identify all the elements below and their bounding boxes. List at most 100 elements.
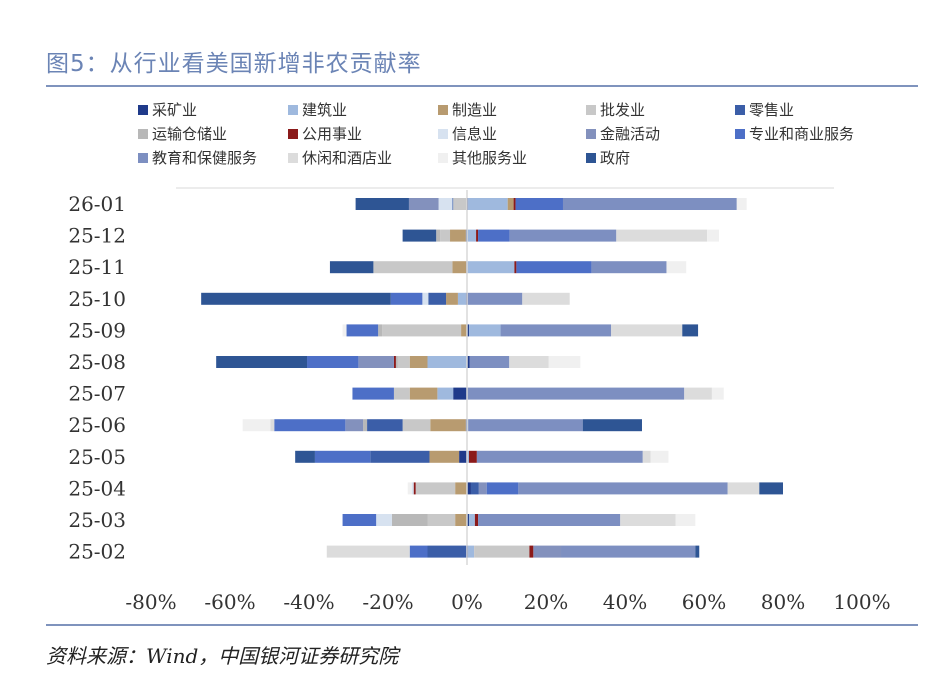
bar-segment xyxy=(468,545,475,558)
bar-segment xyxy=(467,482,471,495)
bar-segment xyxy=(684,387,712,400)
bar-segment xyxy=(533,545,562,558)
bar-segment xyxy=(759,482,783,495)
bar-segment xyxy=(513,198,516,210)
bar-segment xyxy=(467,261,515,274)
bar-segment xyxy=(620,514,676,526)
x-tick-label: 60% xyxy=(682,590,726,614)
bar-segment xyxy=(446,292,458,305)
legend-swatch xyxy=(438,129,448,139)
bar-segment xyxy=(486,482,519,495)
legend-label: 采矿业 xyxy=(152,101,197,119)
bar-segment xyxy=(440,229,451,242)
x-tick-label: 100% xyxy=(833,590,890,614)
bar-segment xyxy=(467,229,477,242)
bar-segment xyxy=(295,450,315,463)
legend-item: 教育和保健服务 xyxy=(138,149,257,167)
bar-segment xyxy=(382,324,462,337)
bar-segment xyxy=(409,545,428,558)
bar-segment xyxy=(675,514,696,526)
bar-segment xyxy=(393,356,396,368)
category-label: 25-07 xyxy=(68,382,126,406)
bar-segment xyxy=(390,292,423,305)
legend-label: 公用事业 xyxy=(302,125,362,143)
bar-segment xyxy=(402,419,431,432)
legend-swatch xyxy=(586,129,596,139)
x-tick-label: 0% xyxy=(451,590,483,614)
bar-segment xyxy=(522,292,570,305)
figure-title: 图5：从行业看美国新增非农贡献率 xyxy=(46,51,422,77)
legend-swatch xyxy=(138,153,148,163)
bar-segment xyxy=(450,229,466,242)
bar-segment xyxy=(363,419,368,432)
bar-segment xyxy=(358,356,394,368)
bar-segment xyxy=(516,261,592,274)
bar-segment xyxy=(459,450,467,463)
category-label: 25-11 xyxy=(68,255,126,279)
category-label: 25-05 xyxy=(68,445,126,469)
bar-segment xyxy=(411,482,414,495)
legend-swatch xyxy=(735,105,745,115)
legend-swatch xyxy=(438,105,448,115)
legend-item: 批发业 xyxy=(586,101,645,119)
legend-label: 信息业 xyxy=(452,125,497,143)
legend-swatch xyxy=(138,129,148,139)
bar-segment xyxy=(476,229,479,242)
bar-segment xyxy=(307,356,359,368)
bar-segment xyxy=(467,324,469,337)
value-axis-ticks: -80% -60% -40% -20% 0% 20% 40% 60% 80% 100% xyxy=(125,590,890,614)
category-label: 25-09 xyxy=(68,318,126,342)
bar-segment xyxy=(478,514,621,526)
bar-segment xyxy=(514,261,517,274)
bar-segment xyxy=(453,387,467,400)
legend-label: 教育和保健服务 xyxy=(152,149,257,167)
bar-segment xyxy=(468,514,475,526)
x-tick-label: 20% xyxy=(524,590,568,614)
bar-segment xyxy=(468,419,583,432)
bar-segment xyxy=(468,198,508,210)
legend-swatch xyxy=(438,153,448,163)
x-tick-label: -20% xyxy=(362,590,413,614)
category-label: 25-08 xyxy=(68,350,126,374)
legend-item: 制造业 xyxy=(438,101,497,119)
legend-item: 采矿业 xyxy=(138,101,197,119)
bar-segment xyxy=(370,450,430,463)
bar-segment xyxy=(478,229,510,242)
bar-segment xyxy=(352,387,394,400)
bar-segment xyxy=(509,356,549,368)
legend-item: 信息业 xyxy=(438,125,497,143)
bar-segment xyxy=(452,261,467,274)
bar-segment xyxy=(326,545,410,558)
bar-segment xyxy=(561,545,696,558)
category-label: 26-01 xyxy=(68,192,126,216)
legend-label: 专业和商业服务 xyxy=(749,125,854,143)
bar-segment xyxy=(395,356,398,368)
legend-item: 公用事业 xyxy=(288,125,362,143)
bar-segment xyxy=(707,229,720,242)
bar-segment xyxy=(274,419,346,432)
bar-segment xyxy=(427,356,467,368)
legend-label: 运输仓储业 xyxy=(152,125,227,143)
bar-segment xyxy=(422,292,429,305)
category-axis-labels: 26-01 25-12 25-11 25-10 25-09 25-08 25-07 25-06… xyxy=(68,192,126,564)
bar-segment xyxy=(650,450,669,463)
bar-segment xyxy=(562,198,737,210)
bar-segment xyxy=(468,324,501,337)
category-label: 25-06 xyxy=(68,413,126,437)
legend-label: 金融活动 xyxy=(600,125,660,143)
bar-segment xyxy=(478,482,487,495)
bar-segment xyxy=(429,450,460,463)
bar-segment xyxy=(642,450,651,463)
legend-label: 政府 xyxy=(600,149,630,167)
bar-segment xyxy=(409,387,438,400)
bar-segment xyxy=(345,419,364,432)
bar-segment xyxy=(408,198,439,210)
bar-segment xyxy=(474,545,530,558)
bar-segment xyxy=(616,229,708,242)
bar-segment xyxy=(376,514,392,526)
bar-segment xyxy=(201,292,391,305)
bar-segment xyxy=(582,419,642,432)
source-note: 资料来源：Wind，中国银河证券研究院 xyxy=(46,644,399,668)
legend-item: 其他服务业 xyxy=(438,149,527,167)
